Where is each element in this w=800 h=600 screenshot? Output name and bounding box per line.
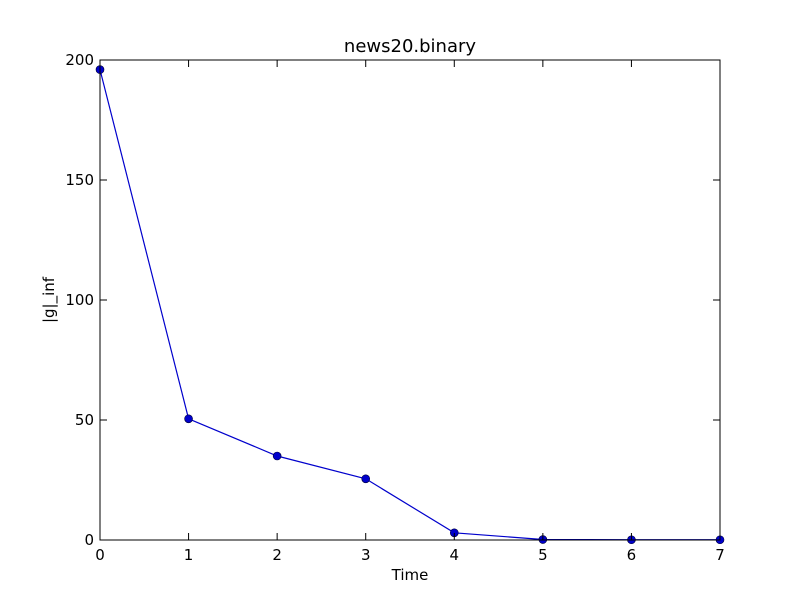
x-tick-label: 7 xyxy=(715,546,725,564)
x-axis-label: Time xyxy=(391,566,429,584)
plot-frame xyxy=(99,59,721,541)
x-tick-label: 4 xyxy=(450,546,460,564)
x-tick-label: 2 xyxy=(272,546,282,564)
x-tick-label: 3 xyxy=(361,546,371,564)
y-axis-label: |g|_inf xyxy=(40,276,59,323)
y-tick-label: 50 xyxy=(75,411,94,429)
chart-title: news20.binary xyxy=(344,36,476,57)
series-line xyxy=(99,69,720,541)
y-tick-label: 150 xyxy=(65,171,94,189)
data-point xyxy=(184,414,193,424)
axis-ticks: 0 1 2 3 4 5 6 7 0 50 100 150 200 xyxy=(65,51,724,564)
data-point xyxy=(361,474,371,484)
plot-area xyxy=(95,65,725,545)
x-tick-label: 5 xyxy=(538,546,548,564)
x-tick-label: 6 xyxy=(627,546,637,564)
y-tick-label: 0 xyxy=(84,531,94,549)
x-tick-label: 1 xyxy=(184,546,194,564)
data-point xyxy=(272,451,282,461)
y-tick-label: 100 xyxy=(65,291,94,309)
x-tick-label: 0 xyxy=(95,546,105,564)
y-tick-label: 200 xyxy=(65,51,94,69)
